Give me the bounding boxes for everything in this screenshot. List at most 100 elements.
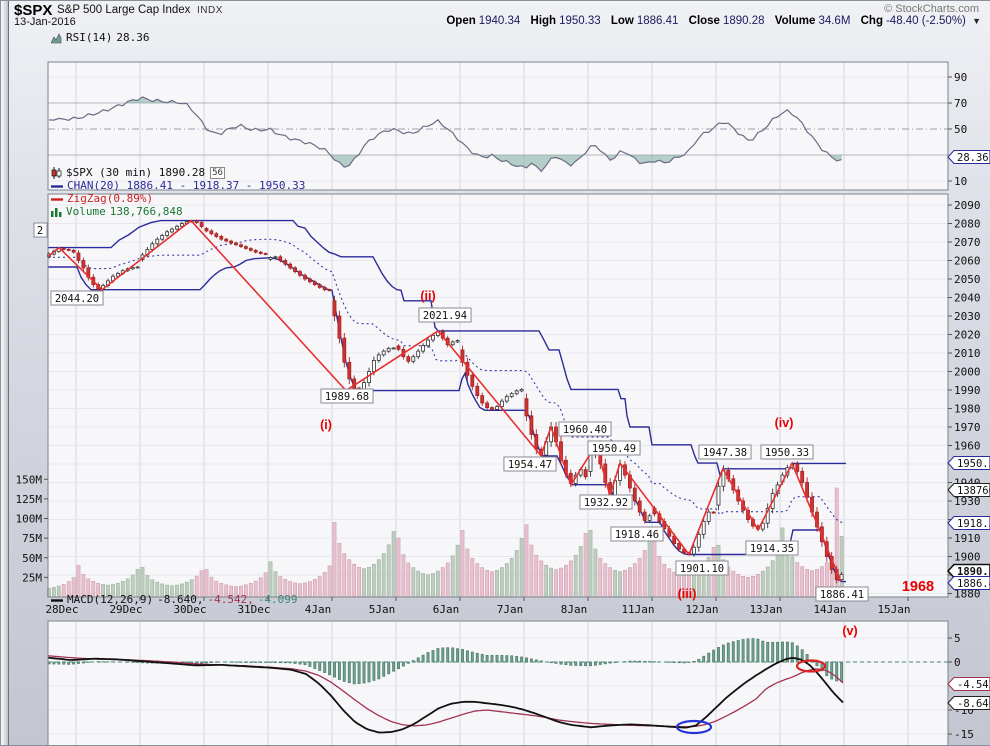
svg-text:4Jan: 4Jan [305,603,332,616]
rsi-legend-value: 28.36 [116,32,149,44]
svg-text:1970: 1970 [954,421,981,434]
rsi-legend-label: RSI(14) [66,32,112,44]
low-value: 1886.41 [637,15,679,27]
svg-text:2090: 2090 [954,199,981,212]
svg-text:2: 2 [37,225,43,237]
main-legend-zigzag: ZigZag(0.89%) [51,193,153,205]
svg-text:1990: 1990 [954,384,981,397]
main-legend-volume-value: 138,766,848 [110,206,183,218]
svg-text:2040: 2040 [954,292,981,305]
svg-text:(iii): (iii) [678,587,697,601]
close-label: Close [689,15,720,27]
svg-text:0: 0 [954,656,961,669]
macd-legend: MACD(12,26,9) -8.640, -4.542, -4.099 [51,594,298,606]
high-label: High [531,15,557,27]
open-label: Open [446,15,475,27]
copyright: © StockCharts.com [884,3,979,15]
svg-text:2010: 2010 [954,347,981,360]
channel-line-icon [51,184,63,189]
chg-label: Chg [861,15,883,27]
low-label: Low [611,15,634,27]
symbol-name: S&P 500 Large Cap Index [57,4,190,16]
svg-text:1989.68: 1989.68 [325,391,369,403]
svg-text:8Jan: 8Jan [561,603,588,616]
svg-text:2030: 2030 [954,310,981,323]
svg-text:1886.41: 1886.41 [820,589,864,601]
svg-text:15Jan: 15Jan [877,603,910,616]
candlestick-icon [51,167,62,179]
main-legend-zigzag-text: ZigZag(0.89%) [67,193,153,205]
svg-text:11Jan: 11Jan [621,603,654,616]
svg-text:(i): (i) [320,418,332,432]
svg-text:2021.94: 2021.94 [423,310,467,322]
svg-text:50: 50 [954,123,967,136]
svg-text:90: 90 [954,71,967,84]
volume-bars-icon [51,207,62,217]
svg-text:14Jan: 14Jan [813,603,846,616]
svg-text:(iv): (iv) [775,416,794,430]
svg-text:1950.33: 1950.33 [957,458,990,470]
svg-text:1886.41: 1886.41 [957,578,990,590]
main-legend-volume-label: Volume [66,206,106,218]
svg-text:2050: 2050 [954,273,981,286]
svg-text:6Jan: 6Jan [433,603,460,616]
chg-value: -48.40 (-2.50%) [886,15,966,27]
svg-text:70: 70 [954,97,967,110]
volume-label: Volume [775,15,816,27]
svg-text:1950.33: 1950.33 [765,447,809,459]
svg-text:1914.35: 1914.35 [750,543,794,555]
chart-date: 13-Jan-2016 [14,16,76,28]
chevron-down-icon[interactable]: ▼ [972,16,981,26]
svg-text:1980: 1980 [954,403,981,416]
svg-text:-8.640: -8.640 [957,698,990,710]
close-value: 1890.28 [723,15,765,27]
svg-text:1901.10: 1901.10 [680,563,724,575]
rsi-icon [51,33,62,44]
svg-text:1960.40: 1960.40 [563,424,607,436]
svg-text:1918.37: 1918.37 [957,518,990,530]
svg-text:13Jan: 13Jan [749,603,782,616]
svg-text:1900: 1900 [954,551,981,564]
svg-text:2044.20: 2044.20 [55,293,99,305]
svg-text:2020: 2020 [954,329,981,342]
svg-text:1950.49: 1950.49 [592,443,636,455]
svg-text:1387668: 1387668 [957,485,990,497]
main-legend-channel-text: CHAN(20) 1886.41 - 1918.37 - 1950.33 [67,180,305,192]
svg-text:1932.92: 1932.92 [584,497,628,509]
main-legend-symbol: $SPX (30 min) 1890.28 56 [51,167,225,179]
svg-text:-4.542: -4.542 [957,679,990,691]
svg-text:150M: 150M [16,473,43,486]
svg-text:7Jan: 7Jan [497,603,524,616]
svg-text:50M: 50M [22,552,42,565]
chart-canvas: 1880190019101930194019601970198019902000… [1,29,990,745]
high-value: 1950.33 [559,15,601,27]
main-legend-channel: CHAN(20) 1886.41 - 1918.37 - 1950.33 [51,180,305,192]
rsi-legend: RSI(14) 28.36 [51,32,149,44]
svg-text:5Jan: 5Jan [369,603,396,616]
svg-text:1910: 1910 [954,532,981,545]
open-value: 1940.34 [479,15,521,27]
svg-text:125M: 125M [16,493,43,506]
svg-text:2000: 2000 [954,366,981,379]
svg-text:1968: 1968 [902,579,934,595]
svg-text:28.36: 28.36 [957,152,989,164]
svg-text:10: 10 [954,175,967,188]
svg-text:2070: 2070 [954,236,981,249]
volume-value: 34.6M [818,15,850,27]
zigzag-line-icon [51,197,63,202]
svg-text:1918.46: 1918.46 [615,529,659,541]
macd-legend-hist-value: -4.099 [258,594,298,606]
svg-text:5: 5 [954,632,961,645]
chart-header: $SPX S&P 500 Large Cap Index INDX © Stoc… [1,1,990,29]
svg-text:(ii): (ii) [420,289,435,303]
svg-text:1954.47: 1954.47 [508,459,552,471]
svg-text:75M: 75M [22,532,42,545]
exchange: INDX [197,5,223,16]
main-legend-symbol-text: $SPX (30 min) 1890.28 [66,167,205,179]
macd-line-icon [51,598,63,603]
main-legend-volume: Volume 138,766,848 [51,206,183,218]
macd-legend-macd-value: -8.640, [157,594,203,606]
svg-text:-15: -15 [954,728,974,741]
